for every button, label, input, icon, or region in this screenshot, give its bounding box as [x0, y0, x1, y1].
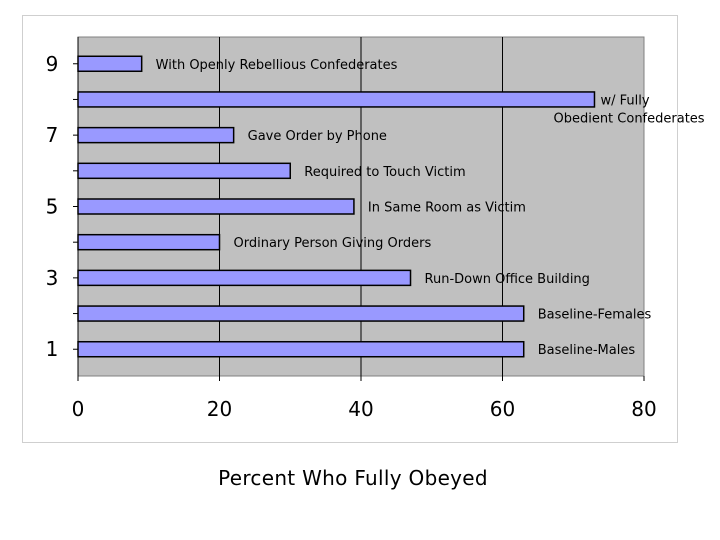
bar [77, 305, 525, 322]
bar [77, 269, 412, 287]
x-tick-label: 80 [631, 397, 656, 421]
bar [77, 91, 596, 108]
bar [77, 340, 525, 358]
y-tick-label: 9 [46, 52, 59, 76]
x-axis-label: Percent Who Fully Obeyed [218, 466, 488, 490]
bar [77, 126, 235, 144]
x-tick-label: 40 [348, 397, 373, 421]
x-tick-label: 20 [207, 397, 232, 421]
bar-data-label: Baseline-Males [538, 343, 636, 358]
x-tick-label: 0 [72, 397, 85, 421]
bar [77, 233, 221, 251]
bar-labels: Baseline-Males Baseline-Females Run-Down O… [156, 58, 705, 358]
y-tick-label: 7 [46, 123, 59, 147]
bar [77, 55, 143, 73]
bars [77, 55, 596, 358]
y-tick-labels: 1 3 5 7 9 [46, 37, 79, 376]
bar-data-label: Ordinary Person Giving Orders [234, 236, 432, 251]
bar [77, 162, 291, 180]
bar [77, 198, 355, 215]
bar-data-label: In Same Room as Victim [368, 201, 526, 216]
bar-data-label: Baseline-Females [538, 308, 652, 323]
x-tick-labels: 0 20 40 60 80 [72, 376, 657, 421]
bar-data-label: Run-Down Office Building [425, 272, 590, 287]
bar-data-label: With Openly Rebellious Confederates [156, 58, 398, 73]
y-tick-label: 5 [46, 195, 59, 219]
x-tick-label: 60 [490, 397, 515, 421]
bar-data-label: w/ Fully Obedient Confederates [553, 93, 704, 126]
bar-data-label: Required to Touch Victim [304, 165, 465, 180]
y-tick-label: 3 [46, 266, 59, 290]
y-tick-label: 1 [46, 337, 59, 361]
bar-data-label: Gave Order by Phone [248, 129, 387, 144]
